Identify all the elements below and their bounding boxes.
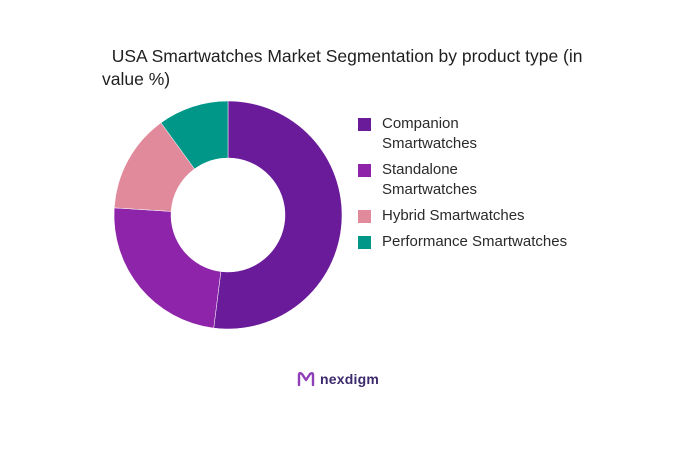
donut-slice-standalone <box>113 207 222 329</box>
brand-logo: nexdigm <box>297 371 379 387</box>
nexdigm-logo-icon <box>297 372 315 387</box>
chart-title-text: USA Smartwatches Market Segmentation by … <box>102 46 588 89</box>
legend-item-performance: Performance Smartwatches <box>358 232 678 252</box>
legend: Companion Smartwatches Standalone Smartw… <box>358 114 678 258</box>
legend-swatch-hybrid <box>358 210 371 223</box>
legend-item-companion: Companion Smartwatches <box>358 114 678 154</box>
legend-item-standalone: Standalone Smartwatches <box>358 160 678 200</box>
legend-swatch-performance <box>358 236 371 249</box>
legend-label-performance: Performance Smartwatches <box>382 233 568 250</box>
donut-slice-performance <box>160 100 229 170</box>
chart-title: USA Smartwatches Market Segmentation by … <box>102 22 602 91</box>
legend-item-hybrid: Hybrid Smartwatches <box>358 206 678 226</box>
legend-label-hybrid: Hybrid Smartwatches <box>382 207 525 224</box>
donut-slice-companion <box>213 100 343 330</box>
legend-label-companion: Companion Smartwatches <box>382 115 478 152</box>
legend-swatch-standalone <box>358 164 371 177</box>
legend-label-standalone: Standalone Smartwatches <box>382 161 478 198</box>
brand-name: nexdigm <box>320 371 379 387</box>
legend-swatch-companion <box>358 118 371 131</box>
